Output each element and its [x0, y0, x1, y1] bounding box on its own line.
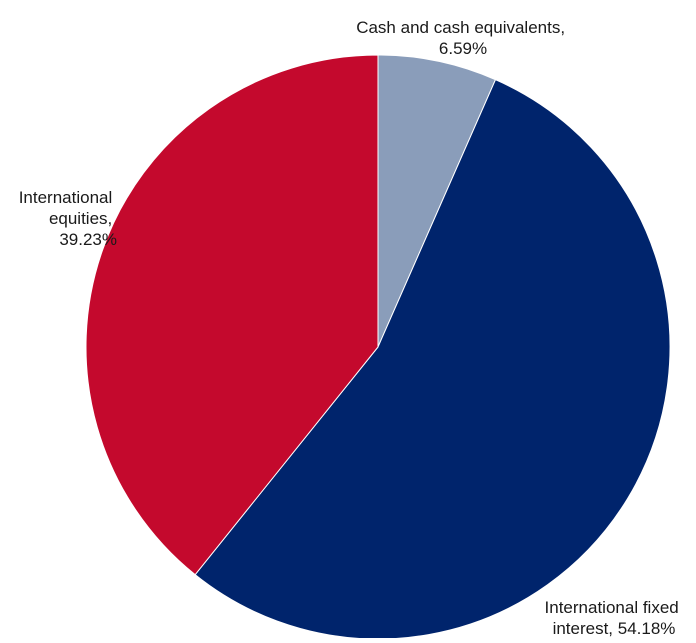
slice-label-cash-line-1: Cash and cash equivalents, — [356, 18, 565, 37]
pie-slice-cash — [377, 54, 497, 348]
slice-label-fixed-line-2: interest, 54.18% — [553, 619, 676, 638]
labels-layer: Cash and cash equivalents, 6.59% Interna… — [19, 18, 684, 638]
pie-slice-international-fixed-interest — [194, 79, 671, 640]
slices-layer — [85, 54, 671, 640]
slice-label-cash-line-2: 6.59% — [439, 39, 487, 58]
slice-label-international-fixed-interest: International fixed interest, 54.18% — [545, 598, 684, 638]
slice-label-cash: Cash and cash equivalents, 6.59% — [356, 18, 570, 58]
slice-label-equities-line-2: equities, — [49, 209, 112, 228]
pie-slice-international-equities — [85, 54, 379, 576]
slice-label-equities-line-1: International — [19, 188, 113, 207]
slice-label-equities-line-3: 39.23% — [59, 230, 117, 249]
slice-label-international-equities: International equities, 39.23% — [19, 188, 117, 249]
slice-label-fixed-line-1: International fixed — [545, 598, 679, 617]
